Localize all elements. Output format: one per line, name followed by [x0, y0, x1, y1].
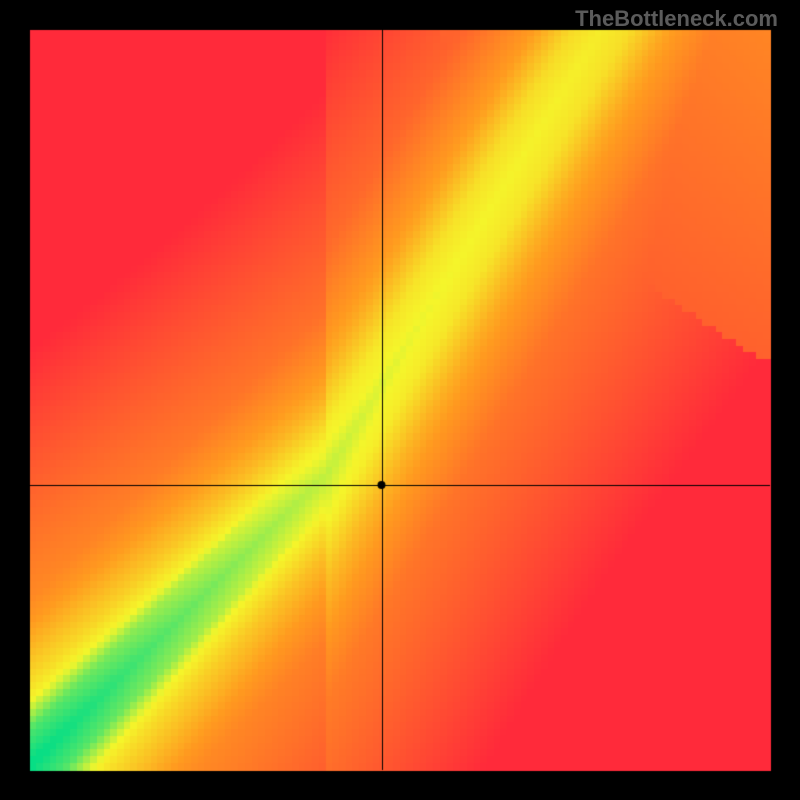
bottleneck-heatmap	[0, 0, 800, 800]
watermark-text: TheBottleneck.com	[575, 6, 778, 32]
chart-container: TheBottleneck.com	[0, 0, 800, 800]
